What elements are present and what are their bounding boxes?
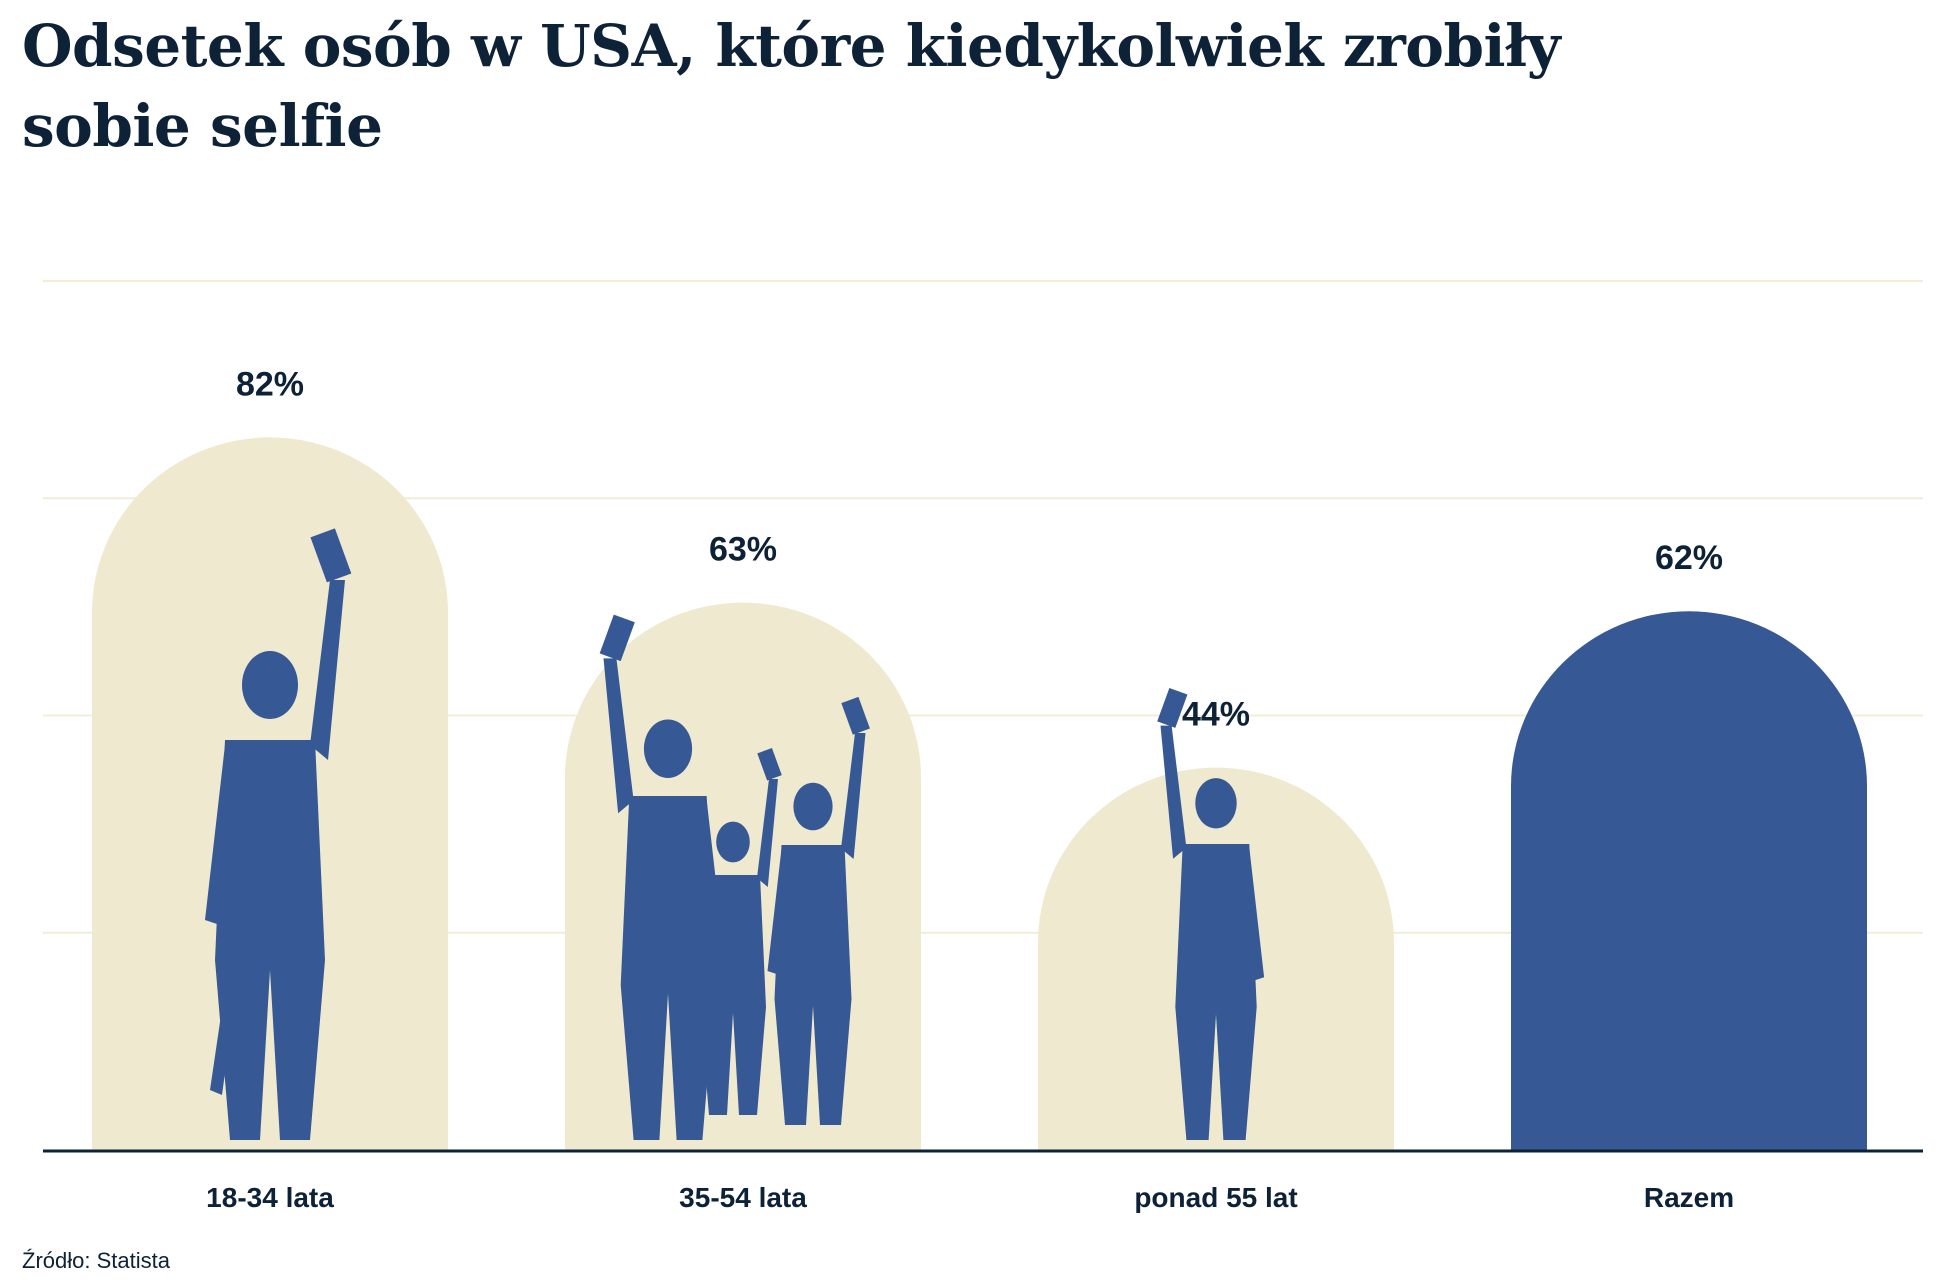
head-shape bbox=[242, 651, 298, 719]
head-shape bbox=[793, 782, 833, 831]
bar-4 bbox=[1511, 611, 1867, 1150]
source-note: Źródło: Statista bbox=[22, 1248, 170, 1273]
senior-selfie-icon bbox=[1157, 687, 1265, 1140]
body-shape bbox=[1175, 844, 1257, 1140]
category-label: 35-54 lata bbox=[679, 1182, 807, 1213]
body-shape bbox=[700, 875, 766, 1115]
arm-shape bbox=[694, 878, 715, 986]
data-label: 82% bbox=[236, 365, 304, 403]
raised-arm-shape bbox=[757, 779, 778, 887]
raised-arm-shape bbox=[1160, 725, 1187, 859]
phone-shape bbox=[310, 528, 352, 583]
chart-title: Odsetek osób w USA, które kiedykolwiek z… bbox=[22, 12, 1561, 160]
raised-arm-shape bbox=[841, 733, 866, 859]
category-label: 18-34 lata bbox=[206, 1182, 334, 1213]
arm-shape bbox=[767, 848, 792, 975]
data-label: 44% bbox=[1182, 696, 1250, 734]
body-shape bbox=[620, 796, 716, 1140]
body-shape bbox=[215, 740, 325, 1140]
raised-arm-shape bbox=[310, 580, 345, 760]
body-shape bbox=[774, 845, 852, 1125]
skateboard-shape bbox=[210, 920, 245, 1095]
raised-arm-shape bbox=[603, 658, 634, 814]
phone-shape bbox=[757, 748, 782, 781]
arm-shape bbox=[205, 745, 240, 925]
data-label: 63% bbox=[709, 531, 777, 569]
category-label: Razem bbox=[1644, 1182, 1734, 1213]
data-label: 62% bbox=[1655, 539, 1723, 577]
head-shape bbox=[643, 719, 693, 778]
phone-shape bbox=[599, 614, 635, 662]
phone-shape bbox=[1157, 687, 1188, 728]
phone-shape bbox=[841, 696, 870, 735]
head-shape bbox=[716, 821, 750, 863]
young-person-selfie-skateboard-icon bbox=[205, 528, 352, 1140]
family-selfie-icon bbox=[599, 614, 870, 1140]
category-label: ponad 55 lat bbox=[1134, 1182, 1297, 1213]
arm-shape bbox=[1238, 847, 1265, 981]
head-shape bbox=[1195, 778, 1237, 829]
